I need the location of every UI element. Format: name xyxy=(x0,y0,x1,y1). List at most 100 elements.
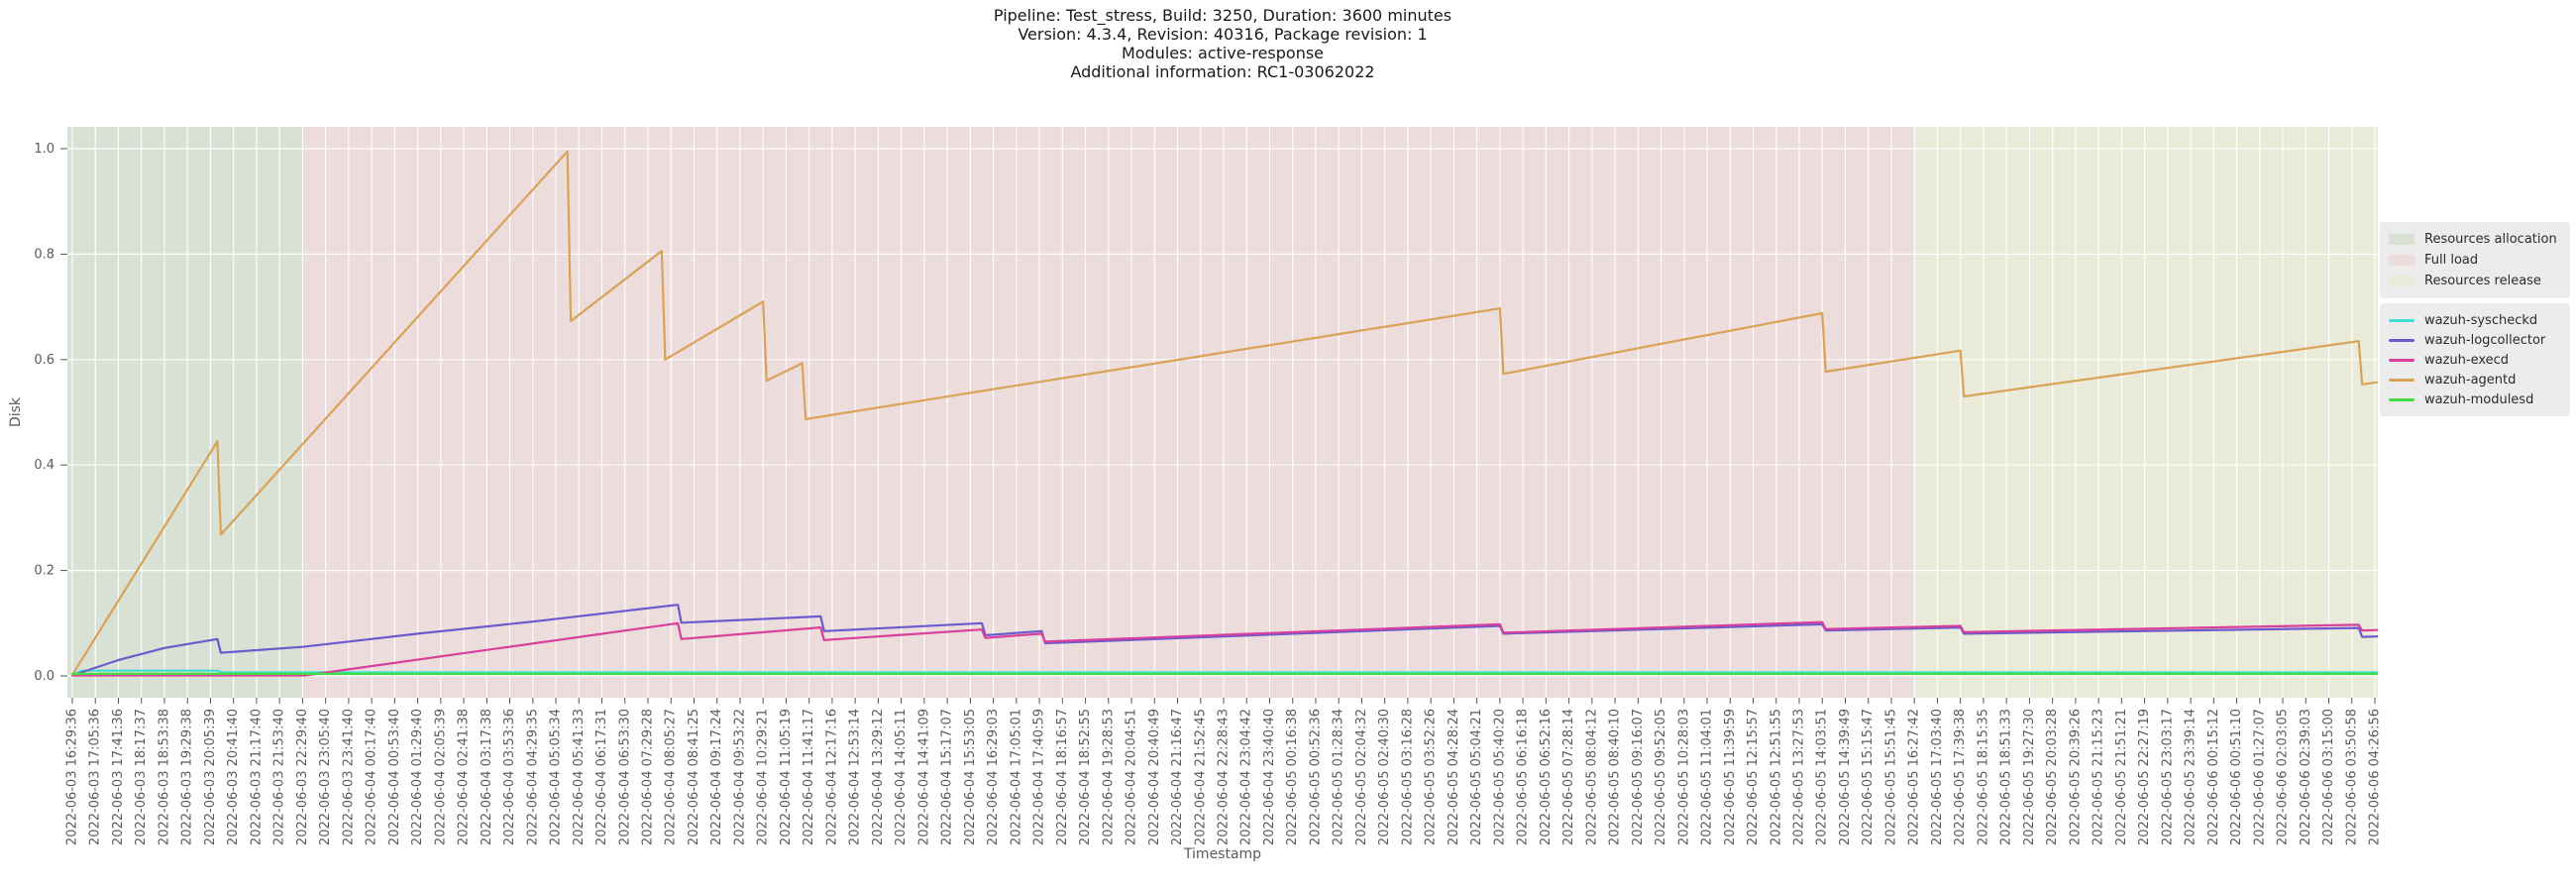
x-tick-label: 2022-06-05 04:28:24 xyxy=(1447,709,1461,845)
chart-title: Pipeline: Test_stress, Build: 3250, Dura… xyxy=(67,6,2378,81)
x-tick-label: 2022-06-04 21:16:47 xyxy=(1170,709,1185,845)
x-tick-label: 2022-06-04 02:05:39 xyxy=(433,709,448,845)
x-tick-label: 2022-06-05 17:39:38 xyxy=(1953,709,1968,845)
x-tick-label: 2022-06-06 02:39:03 xyxy=(2299,709,2313,845)
legend-regions: Resources allocation Full load Resources r… xyxy=(2380,222,2570,298)
x-tick-label: 2022-06-04 15:17:07 xyxy=(940,709,955,845)
y-tick-label: 0.4 xyxy=(34,458,54,473)
x-tick-label: 2022-06-05 18:51:33 xyxy=(1999,709,2014,845)
x-tick-label: 2022-06-05 12:15:57 xyxy=(1746,709,1761,845)
legend-item-label: Resources release xyxy=(2424,274,2541,288)
x-tick-label: 2022-06-05 12:51:55 xyxy=(1769,709,1783,845)
legend-patch-icon xyxy=(2389,234,2415,245)
x-tick-label: 2022-06-05 22:27:19 xyxy=(2137,709,2152,845)
x-tick-label: 2022-06-05 19:27:30 xyxy=(2022,709,2037,845)
x-tick-label: 2022-06-03 18:17:37 xyxy=(134,709,149,845)
x-tick-label: 2022-06-03 18:53:38 xyxy=(157,709,171,845)
legend-item-label: wazuh-agentd xyxy=(2424,372,2517,388)
x-tick-label: 2022-06-04 13:29:12 xyxy=(871,709,886,845)
legend-item-label: Full load xyxy=(2424,253,2479,268)
x-tick-label: 2022-06-05 09:52:05 xyxy=(1654,709,1668,845)
x-tick-label: 2022-06-04 00:17:40 xyxy=(365,709,379,845)
x-tick-label: 2022-06-04 08:05:27 xyxy=(664,709,679,845)
x-tick-label: 2022-06-03 20:05:39 xyxy=(203,709,218,845)
x-tick-label: 2022-06-04 08:41:25 xyxy=(687,709,701,845)
x-tick-label: 2022-06-05 11:04:01 xyxy=(1700,709,1715,845)
x-tick-label: 2022-06-06 01:27:07 xyxy=(2252,709,2267,845)
x-tick-label: 2022-06-05 15:15:47 xyxy=(1861,709,1876,845)
x-tick-label: 2022-06-04 09:17:24 xyxy=(709,709,724,845)
y-axis-label: Disk xyxy=(8,396,24,427)
x-tick-label: 2022-06-04 12:53:14 xyxy=(848,709,863,845)
legend-item-label: wazuh-execd xyxy=(2424,352,2510,368)
x-tick-label: 2022-06-05 21:15:23 xyxy=(2092,709,2106,845)
x-tick-label: 2022-06-05 05:04:21 xyxy=(1469,709,1484,845)
x-tick-label: 2022-06-04 22:28:43 xyxy=(1217,709,1232,845)
x-tick-label: 2022-06-05 14:03:51 xyxy=(1815,709,1830,845)
x-tick-label: 2022-06-05 00:52:36 xyxy=(1308,709,1323,845)
x-tick-label: 2022-06-04 06:17:31 xyxy=(594,709,609,845)
x-tick-label: 2022-06-05 06:16:18 xyxy=(1516,709,1531,845)
x-tick-label: 2022-06-03 17:05:36 xyxy=(88,709,103,845)
series-wazuh-execd xyxy=(70,620,2379,677)
x-tick-label: 2022-06-06 03:50:58 xyxy=(2344,709,2359,845)
x-tick-label: 2022-06-03 20:41:40 xyxy=(226,709,241,845)
x-tick-label: 2022-06-04 01:29:40 xyxy=(410,709,425,845)
x-tick-label: 2022-06-06 04:26:56 xyxy=(2368,709,2383,845)
chart-title-line-3: Modules: active-response xyxy=(1121,44,1325,62)
x-tick-label: 2022-06-05 17:03:40 xyxy=(1930,709,1945,845)
legend-line-icon xyxy=(2389,338,2415,342)
x-tick-label: 2022-06-04 00:53:40 xyxy=(387,709,402,845)
legend-item-label: wazuh-syscheckd xyxy=(2424,312,2538,328)
x-tick-label: 2022-06-04 09:53:22 xyxy=(732,709,747,845)
x-tick-label: 2022-06-04 20:04:51 xyxy=(1125,709,1139,845)
legend-patch-icon xyxy=(2389,255,2415,266)
x-tick-label: 2022-06-05 09:16:07 xyxy=(1631,709,1646,845)
x-tick-label: 2022-06-04 07:29:28 xyxy=(641,709,656,845)
x-tick-label: 2022-06-04 05:41:33 xyxy=(572,709,587,845)
legend-line-icon xyxy=(2389,358,2415,362)
x-tick-label: 2022-06-05 11:39:59 xyxy=(1723,709,1738,845)
y-tick-label: 0.2 xyxy=(34,564,54,579)
x-tick-label: 2022-06-04 04:29:35 xyxy=(525,709,540,845)
y-tick-label: 0.0 xyxy=(34,669,54,684)
x-tick-label: 2022-06-04 03:17:38 xyxy=(480,709,494,845)
x-tick-label: 2022-06-04 21:52:45 xyxy=(1193,709,1208,845)
region-resources-release xyxy=(1914,127,2378,698)
x-tick-label: 2022-06-03 21:17:40 xyxy=(249,709,264,845)
x-tick-label: 2022-06-04 03:53:36 xyxy=(502,709,517,845)
legend-item-resources-release: Resources release xyxy=(2389,271,2561,291)
x-tick-label: 2022-06-03 22:29:40 xyxy=(295,709,310,845)
legend-item-label: wazuh-logcollector xyxy=(2424,332,2546,348)
x-tick-label: 2022-06-03 23:05:40 xyxy=(318,709,333,845)
chart-title-line-2: Version: 4.3.4, Revision: 40316, Package… xyxy=(1018,25,1428,44)
x-tick-label: 2022-06-04 11:41:17 xyxy=(802,709,816,845)
x-tick-label: 2022-06-04 06:53:30 xyxy=(617,709,632,845)
x-tick-label: 2022-06-05 08:40:10 xyxy=(1608,709,1623,845)
x-tick-label: 2022-06-04 14:05:11 xyxy=(894,709,909,845)
x-tick-label: 2022-06-05 13:27:53 xyxy=(1792,709,1807,845)
x-tick-label: 2022-06-05 02:40:30 xyxy=(1377,709,1392,845)
x-tick-label: 2022-06-04 16:29:03 xyxy=(986,709,1001,845)
y-tick-label: 0.6 xyxy=(34,353,54,368)
x-tick-label: 2022-06-05 20:39:26 xyxy=(2068,709,2083,845)
x-tick-label: 2022-06-03 21:53:40 xyxy=(272,709,287,845)
x-tick-label: 2022-06-06 00:15:12 xyxy=(2206,709,2221,845)
x-tick-label: 2022-06-03 23:41:40 xyxy=(341,709,356,845)
x-tick-label: 2022-06-04 18:16:57 xyxy=(1055,709,1070,845)
series-wazuh-agentd xyxy=(70,150,2379,676)
x-tick-label: 2022-06-04 20:40:49 xyxy=(1147,709,1162,845)
legend-line-icon xyxy=(2389,318,2415,322)
x-tick-label: 2022-06-04 17:05:01 xyxy=(1009,709,1023,845)
legend-series: wazuh-syscheckd wazuh-logcollector wazuh-e… xyxy=(2380,303,2570,416)
x-tick-label: 2022-06-04 23:40:40 xyxy=(1262,709,1277,845)
chart-title-line-4: Additional information: RC1-03062022 xyxy=(1070,62,1375,81)
x-tick-label: 2022-06-04 23:04:42 xyxy=(1239,709,1254,845)
legend-item-label: Resources allocation xyxy=(2424,232,2557,247)
x-tick-label: 2022-06-04 10:29:21 xyxy=(756,709,771,845)
x-tick-label: 2022-06-04 11:05:19 xyxy=(779,709,794,845)
legend-line-icon xyxy=(2389,397,2415,401)
legend-item-label: wazuh-modulesd xyxy=(2424,391,2534,407)
x-tick-label: 2022-06-04 12:17:16 xyxy=(824,709,839,845)
x-tick-label: 2022-06-05 18:15:35 xyxy=(1976,709,1990,845)
